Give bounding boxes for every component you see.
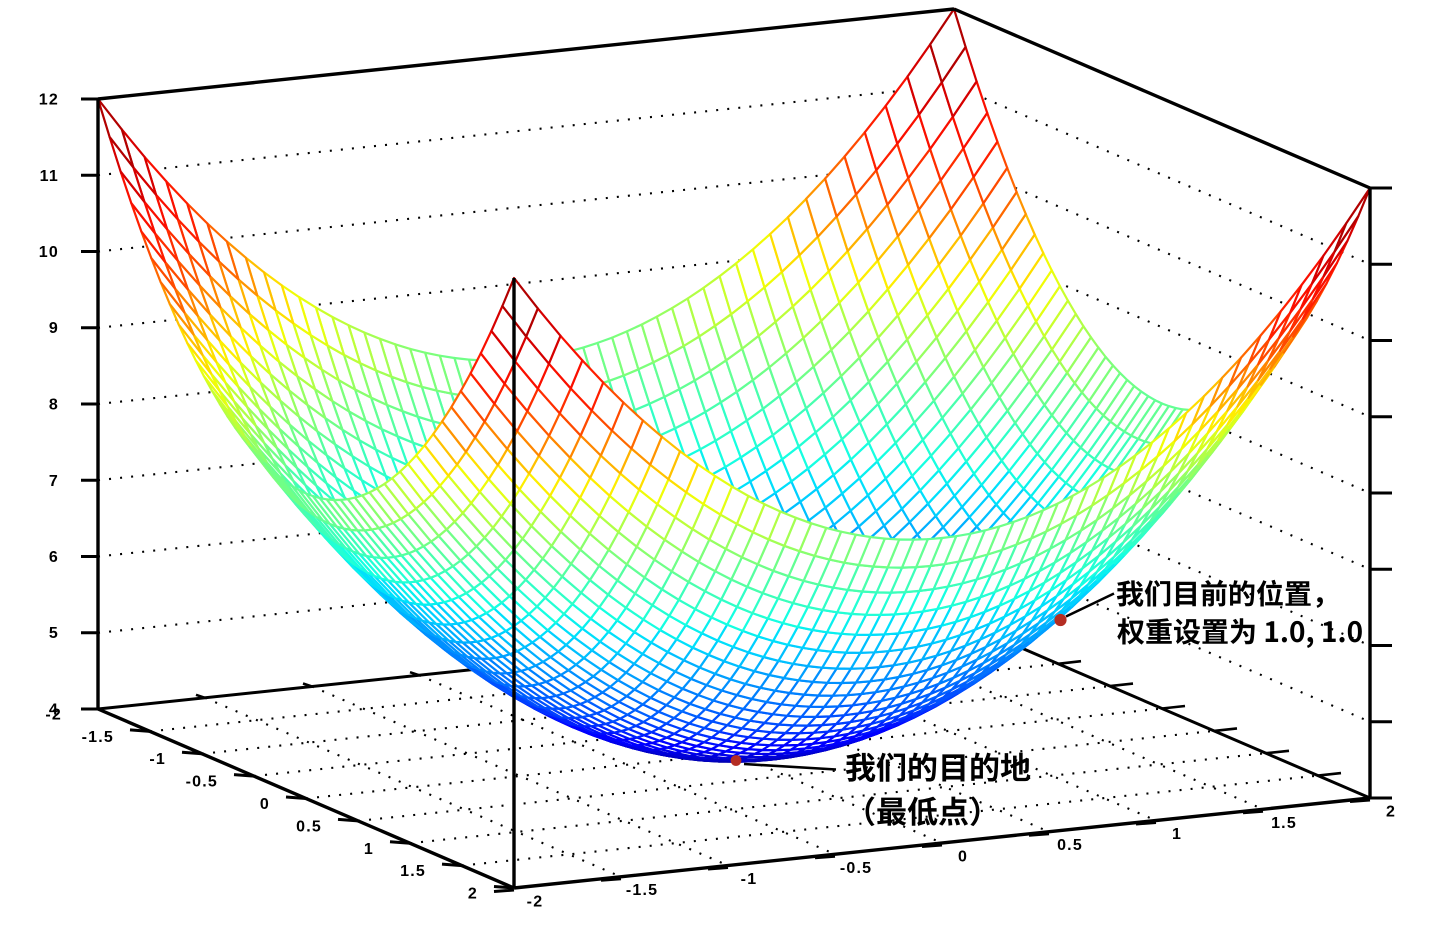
svg-text:0: 0 [260, 796, 270, 813]
svg-text:-1.5: -1.5 [626, 882, 658, 899]
svg-text:-1: -1 [149, 751, 166, 768]
svg-text:2: 2 [468, 886, 478, 903]
svg-text:4: 4 [49, 702, 59, 719]
svg-text:-1: -1 [741, 871, 758, 888]
svg-text:-2: -2 [45, 707, 62, 724]
svg-text:0.5: 0.5 [296, 818, 322, 835]
svg-text:8: 8 [49, 397, 59, 414]
svg-text:1.5: 1.5 [1271, 815, 1297, 832]
svg-text:9: 9 [49, 320, 59, 337]
svg-text:-2: -2 [527, 894, 544, 911]
svg-text:6: 6 [49, 549, 59, 566]
svg-text:-0.5: -0.5 [186, 774, 218, 791]
svg-text:-1.5: -1.5 [82, 729, 114, 746]
svg-text:11: 11 [40, 168, 59, 185]
svg-text:1: 1 [364, 841, 374, 858]
svg-text:1: 1 [1172, 826, 1182, 843]
svg-text:12: 12 [39, 92, 59, 109]
svg-text:5: 5 [49, 625, 59, 642]
svg-text:0.5: 0.5 [1057, 837, 1083, 854]
svg-text:7: 7 [49, 473, 59, 490]
svg-text:-0.5: -0.5 [840, 860, 872, 877]
svg-text:0: 0 [958, 849, 968, 866]
svg-text:1.5: 1.5 [400, 863, 426, 880]
svg-text:2: 2 [1386, 804, 1396, 821]
svg-text:10: 10 [39, 244, 59, 261]
